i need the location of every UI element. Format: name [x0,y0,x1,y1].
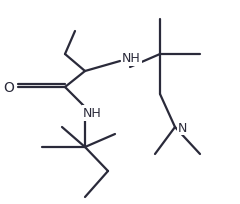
Text: O: O [3,81,14,94]
Text: NH: NH [122,52,141,65]
Text: NH: NH [83,107,102,120]
Text: N: N [178,121,187,134]
